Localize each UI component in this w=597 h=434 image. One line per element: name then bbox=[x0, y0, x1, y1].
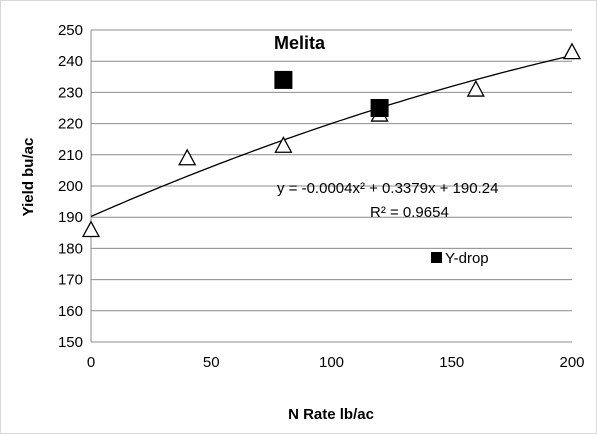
trendline-group bbox=[90, 54, 573, 218]
y-tick-label-150: 150 bbox=[58, 334, 83, 351]
legend: Y-drop bbox=[431, 250, 489, 267]
triangle-point-0 bbox=[81, 220, 101, 238]
tick-labels: 150 160 170 180 190 200 210 220 230 240 250 0 50 100 1… bbox=[58, 22, 585, 371]
y-tick-label-210: 210 bbox=[58, 147, 83, 164]
y-tick-label-250: 250 bbox=[58, 22, 83, 39]
y-tick-label-180: 180 bbox=[58, 240, 83, 257]
y-axis-title: Yield bu/ac bbox=[20, 138, 37, 217]
data-points bbox=[81, 42, 582, 238]
legend-label-y-drop: Y-drop bbox=[445, 250, 489, 267]
y-tick-label-240: 240 bbox=[58, 53, 83, 70]
y-tick-label-170: 170 bbox=[58, 272, 83, 289]
chart-title: Melita bbox=[274, 33, 326, 53]
gridlines bbox=[91, 29, 572, 312]
triangle-point-40 bbox=[178, 148, 197, 166]
x-tick-label-0: 0 bbox=[87, 354, 95, 371]
x-tick-label-50: 50 bbox=[203, 354, 220, 371]
y-tick-label-200: 200 bbox=[58, 178, 83, 195]
trendline-equation: y = -0.0004x² + 0.3379x + 190.24 bbox=[277, 180, 498, 197]
y-tick-label-230: 230 bbox=[58, 84, 83, 101]
axes bbox=[90, 30, 572, 343]
r-squared-label: R² = 0.9654 bbox=[370, 204, 449, 221]
triangle-point-160 bbox=[466, 79, 485, 97]
y-drop-point-80 bbox=[274, 70, 293, 89]
triangle-point-200 bbox=[562, 42, 582, 60]
y-tick-label-220: 220 bbox=[58, 116, 83, 133]
y-tick-label-190: 190 bbox=[58, 209, 83, 226]
triangle-point-80 bbox=[274, 136, 293, 153]
x-axis-title: N Rate lb/ac bbox=[288, 406, 374, 423]
y-tick-label-160: 160 bbox=[58, 303, 83, 320]
trendline bbox=[90, 54, 573, 218]
x-tick-label-200: 200 bbox=[559, 354, 584, 371]
y-drop-point-120 bbox=[370, 99, 389, 117]
x-tick-label-100: 100 bbox=[319, 354, 344, 371]
x-tick-label-150: 150 bbox=[439, 354, 464, 371]
legend-swatch-y-drop bbox=[431, 252, 442, 263]
